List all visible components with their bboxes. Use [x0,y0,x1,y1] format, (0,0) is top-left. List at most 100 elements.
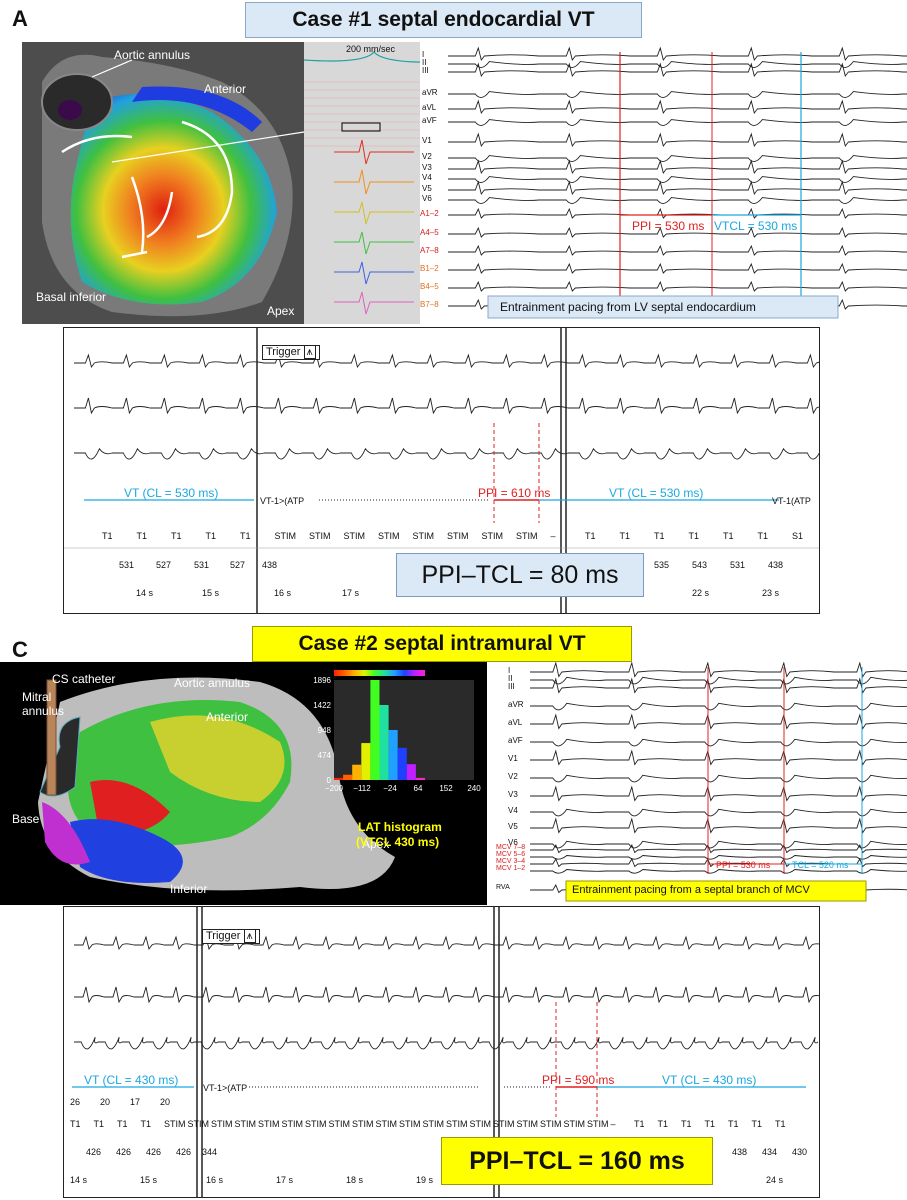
lead-label: V4 [422,173,432,182]
catheter-lead-trace [448,280,907,292]
ecg-lead-trace [530,713,907,730]
ecg-lead-trace [530,843,907,854]
marker-label: STIM [211,1119,233,1129]
marker-label: STIM [563,1119,586,1129]
vt-cl-left-label-d: VT (CL = 430 ms) [84,1073,179,1087]
ppi-tcl-result-b: PPI–TCL = 80 ms [396,553,644,597]
ecg-lead-trace [448,46,907,62]
interval-label: 531 [730,560,746,570]
atp-left-label: VT-1>(ATP [260,496,305,506]
ecg-lead-trace [530,869,907,874]
interval-label: 531 [119,560,135,570]
panel-a-title: Case #1 septal endocardial VT [245,2,642,38]
x-tick-label: −112 [353,784,371,793]
marker-label: STIM [587,1119,609,1129]
panel-c-activation-map: CS catheter Mitral annulus Aortic annulu… [0,662,487,905]
label-anterior: Anterior [204,82,247,96]
ecg-lead-trace [448,132,907,148]
lead-label: RVA [496,884,510,891]
marker-label: STIM [422,1119,445,1129]
marker-label: – [610,1119,616,1129]
lead-label: V2 [422,152,432,161]
lead-label: MCV 1–2 [496,865,526,872]
lead-label: aVF [508,736,523,745]
ecg-lead-trace [448,176,907,183]
time-tick-label: 18 s [346,1175,364,1185]
ecg-trace [74,935,819,951]
marker-label: STIM [412,531,435,541]
ecg-lead-trace [530,857,907,868]
ecg-lead-trace [448,155,907,162]
vt-cl-right-label: VT (CL = 530 ms) [609,486,704,500]
lead-label: I [508,666,511,675]
ppi-label: PPI = 530 ms [632,219,705,233]
lead-label: V2 [508,772,518,781]
lead-label: aVL [508,718,523,727]
marker-label: T1 [102,531,113,541]
time-tick-label: 23 s [762,588,780,598]
catheter-lead-trace [448,226,907,238]
marker-label: – [550,531,556,541]
x-tick-label: 152 [439,784,453,793]
label-cs-catheter: CS catheter [52,672,116,686]
ecg-lead-trace [448,180,907,196]
histogram-bar [343,774,353,780]
panel-a-ecg-graphic [448,46,907,319]
ecg-lead-trace [448,99,907,115]
interval-label: 543 [692,560,708,570]
marker-label: T1 [205,531,217,541]
ecg-lead-trace [530,785,907,802]
lead-label: V1 [422,136,432,145]
vtcl-label: VTCL = 530 ms [714,219,798,233]
trigger-text-d: Trigger [206,930,241,942]
lead-label: III [422,66,429,75]
lead-label: V6 [422,194,432,203]
marker-label: STIM [481,531,504,541]
interval-label: 426 [176,1147,192,1157]
histogram-bar [370,680,380,780]
vt-cl-left-label: VT (CL = 530 ms) [124,486,219,500]
marker-label: STIM [540,1119,562,1129]
ecg-trace [74,1037,819,1050]
marker-label: STIM [164,1119,186,1129]
histogram-bar [397,747,407,780]
atp-right-label: VT-1(ATP [772,496,811,506]
interval-label: 535 [654,560,670,570]
marker-label: T1 [171,531,182,541]
y-tick-label: 1896 [313,676,331,685]
panel-c-ecg-tracing: PPI = 530 ms TCL = 520 ms Entrainment pa… [490,662,907,905]
marker-label: STIM [305,1119,327,1129]
lead-label: V3 [422,163,432,172]
marker-label: T1 [619,531,631,541]
catheter-lead-trace [448,207,907,219]
panel-c-ecg-graphic [530,662,907,902]
marker-label: T1 [728,1119,739,1129]
catheter-lead-label: B1–2 [420,264,439,273]
lead-label: V1 [508,754,518,763]
marker-label: T1 [654,531,665,541]
ecg-lead-trace [448,62,907,78]
lead-label: V3 [508,790,518,799]
interval-label: 434 [762,1147,778,1157]
label-mitral-annulus: Mitral annulus [22,690,65,718]
lead-label: MCV 7–8 [496,844,526,851]
label-apex-c: Apex [362,837,390,851]
panel-c-title: Case #2 septal intramural VT [252,626,632,662]
time-tick-label: 22 s [692,588,710,598]
marker-label: T1 [140,1119,152,1129]
time-tick-label: 15 s [202,588,220,598]
label-apex: Apex [267,304,295,318]
lead-label: aVR [422,88,438,97]
ecg-lead-trace [530,677,907,694]
marker-label: STIM [469,1119,492,1129]
ecg-lead-trace [530,702,907,711]
ecg-trace [74,397,819,415]
panel-c-letter: C [12,637,28,662]
label-basal-inferior: Basal inferior [36,290,107,304]
beat-number-label: 26 [70,1097,81,1107]
ppi-label-b: PPI = 610 ms [478,486,551,500]
panel-d-recording: Trigger ⩚ VT (CL = 430 ms) PPI = 590 ms … [63,906,820,1198]
label-base: Base [12,812,40,826]
ecg-lead-trace [530,855,907,860]
histogram-bar [388,730,398,780]
